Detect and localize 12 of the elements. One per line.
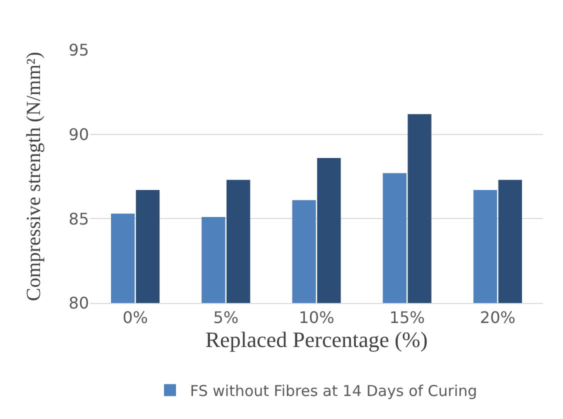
y-tick-label: 95	[68, 40, 89, 60]
y-axis-title: Compressive strength (N/mm²)	[23, 52, 45, 302]
x-tick-label: 20%	[480, 308, 516, 328]
y-tick-label: 80	[68, 294, 89, 313]
x-axis-title: Replaced Percentage (%)	[205, 327, 428, 352]
x-tick-label: 5%	[213, 308, 239, 328]
x-tick-label: 0%	[122, 308, 148, 328]
legend-label: FS without Fibres at 14 Days of Curing	[190, 382, 478, 400]
x-tick-label: 10%	[298, 308, 334, 328]
y-tick-label: 85	[68, 209, 89, 228]
x-tick-label: 15%	[389, 308, 425, 328]
y-tick-label: 90	[68, 124, 89, 144]
